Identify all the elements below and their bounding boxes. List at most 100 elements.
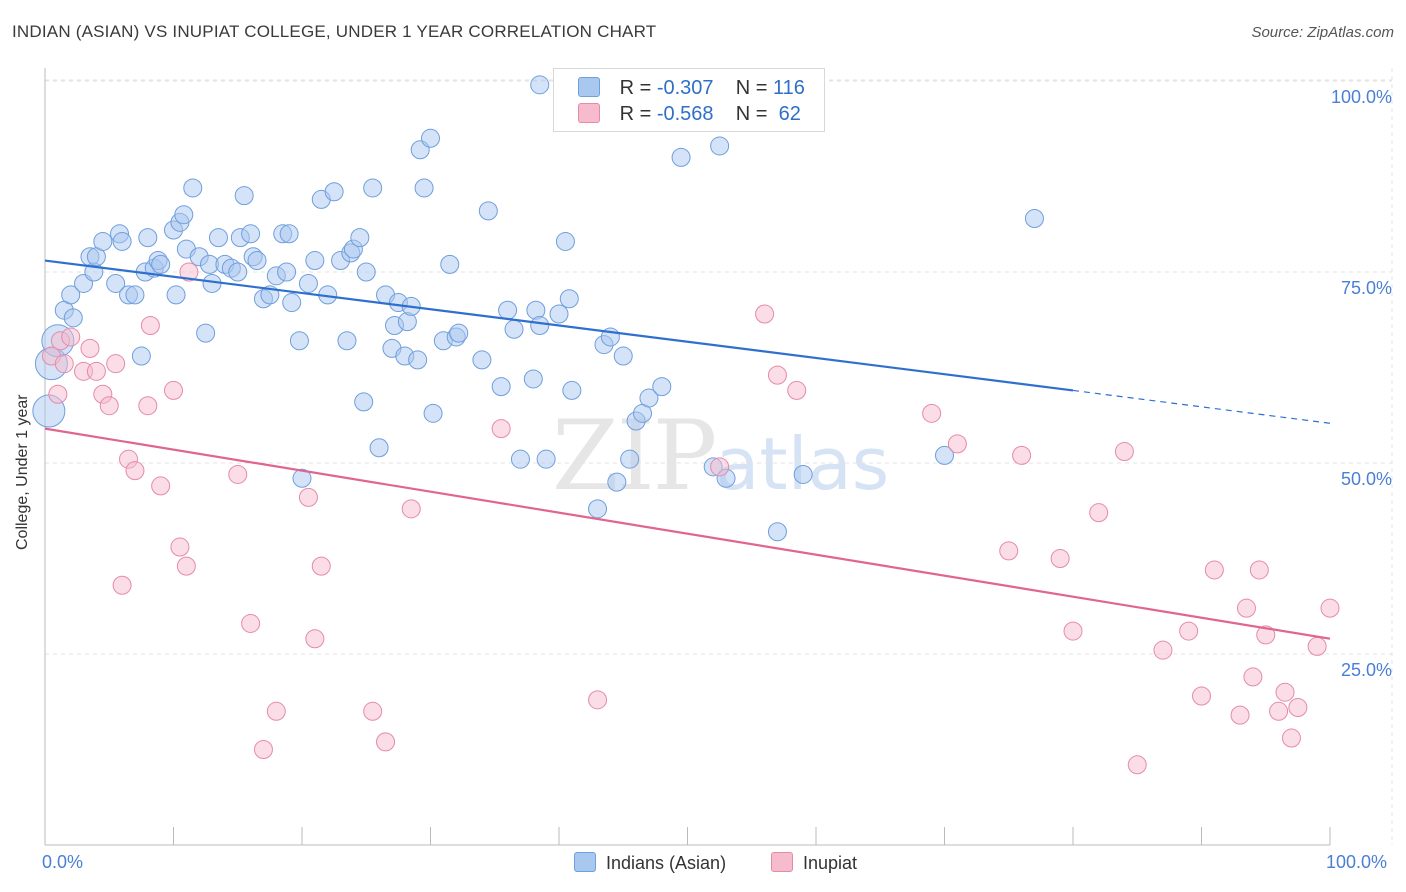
inupiat-point	[138, 396, 158, 416]
indians-trend-line-extrapolated	[1072, 389, 1331, 424]
legend-r-value: -0.307	[656, 77, 714, 99]
indians-point	[607, 472, 627, 492]
x-tick-label-max: 100.0%	[1326, 852, 1388, 872]
indians-point	[935, 445, 954, 465]
indians-point	[549, 304, 569, 324]
indians-point	[498, 300, 518, 320]
inupiat-point	[1153, 640, 1173, 660]
indians-point	[277, 262, 297, 282]
indians-point	[93, 231, 113, 251]
indians-trend-line	[44, 259, 1074, 392]
inupiat-point	[1307, 636, 1327, 656]
inupiat-trend-line	[44, 427, 1331, 640]
indians-point	[363, 178, 383, 198]
inupiat-point	[947, 434, 967, 454]
indians-point	[292, 468, 312, 488]
indians-point	[279, 224, 299, 244]
indians-point	[61, 285, 81, 305]
inupiat-point	[48, 384, 68, 404]
watermark-atlas: atlas	[715, 422, 890, 506]
indians-point	[440, 254, 460, 274]
inupiat-point	[253, 740, 273, 759]
indians-point	[298, 273, 318, 293]
stats-legend: R = -0.307 N = 116 R = -0.568 N = 62	[553, 68, 825, 132]
legend-n-label: N =	[735, 77, 768, 99]
indians-point	[234, 186, 254, 206]
inupiat-point	[1236, 598, 1256, 618]
indians-point	[639, 388, 659, 408]
y-axis-label: College, Under 1 year	[14, 394, 31, 550]
legend-row-inupiat: R = -0.568 N = 62	[578, 103, 801, 127]
indians-point	[504, 319, 524, 339]
inupiat-point	[99, 396, 119, 416]
indians-point	[414, 178, 434, 198]
series-name: Indians (Asian)	[606, 853, 727, 873]
indians-point	[652, 377, 672, 397]
indians-point	[305, 251, 325, 271]
inupiat-point	[266, 701, 286, 721]
inupiat-point	[999, 541, 1019, 561]
indians-point	[138, 228, 158, 248]
inupiat-point	[1249, 560, 1269, 580]
inupiat-point	[376, 732, 396, 752]
inupiat-point	[112, 575, 132, 595]
indians-point	[562, 380, 582, 400]
inupiat-point	[1089, 503, 1109, 523]
indians-point	[166, 285, 186, 305]
legend-n-label: N =	[735, 103, 768, 125]
inupiat-point	[140, 315, 160, 335]
inupiat-point	[1114, 442, 1134, 462]
inupiat-point	[1063, 621, 1083, 641]
inupiat-point	[1269, 701, 1289, 721]
legend-swatch-blue	[578, 77, 600, 97]
indians-point	[536, 449, 556, 469]
indians-point	[588, 499, 608, 519]
inupiat-point	[755, 304, 775, 324]
indians-point	[421, 128, 440, 148]
inupiat-point	[363, 701, 383, 721]
indians-point	[478, 201, 498, 221]
legend-r-value: -0.568	[656, 103, 714, 125]
indians-point	[472, 350, 492, 370]
inupiat-point	[54, 354, 74, 374]
inupiat-point	[491, 419, 511, 439]
indians-point	[112, 231, 132, 251]
indians-point	[125, 285, 145, 305]
series-legend: Indians (Asian) Inupiat	[0, 852, 1406, 876]
indians-point	[208, 228, 228, 248]
inupiat-point	[176, 556, 196, 576]
y-tick-label-100: 100.0%	[1330, 87, 1392, 107]
inupiat-point	[228, 464, 248, 484]
inupiat-point	[588, 690, 608, 710]
inupiat-point	[1275, 682, 1295, 702]
inupiat-point	[1204, 560, 1224, 580]
legend-row-indians: R = -0.307 N = 116	[578, 77, 805, 101]
legend-n-value: 62	[778, 103, 801, 125]
inupiat-point	[311, 556, 331, 576]
inupiat-point	[922, 403, 942, 423]
indians-point	[63, 308, 83, 328]
inupiat-point	[305, 629, 325, 649]
series-name: Inupiat	[803, 853, 858, 873]
inupiat-point	[1320, 598, 1340, 618]
indians-point	[350, 228, 370, 248]
indians-point	[228, 262, 248, 282]
y-tick-label-75: 75.0%	[1340, 278, 1392, 298]
indians-point	[106, 273, 126, 293]
series-swatch-blue	[574, 852, 596, 872]
series-swatch-pink	[771, 852, 793, 872]
inupiat-point	[80, 338, 100, 358]
indians-point	[1024, 209, 1044, 229]
inupiat-point	[86, 361, 106, 381]
inupiat-point	[170, 537, 190, 557]
inupiat-point	[767, 365, 787, 385]
inupiat-point	[164, 380, 183, 400]
indians-point	[289, 331, 309, 351]
indians-point	[559, 289, 579, 309]
inupiat-point	[1050, 549, 1070, 568]
indians-point	[767, 522, 787, 542]
inupiat-point	[1230, 705, 1250, 725]
indians-point	[510, 449, 530, 469]
inupiat-point	[106, 354, 126, 374]
